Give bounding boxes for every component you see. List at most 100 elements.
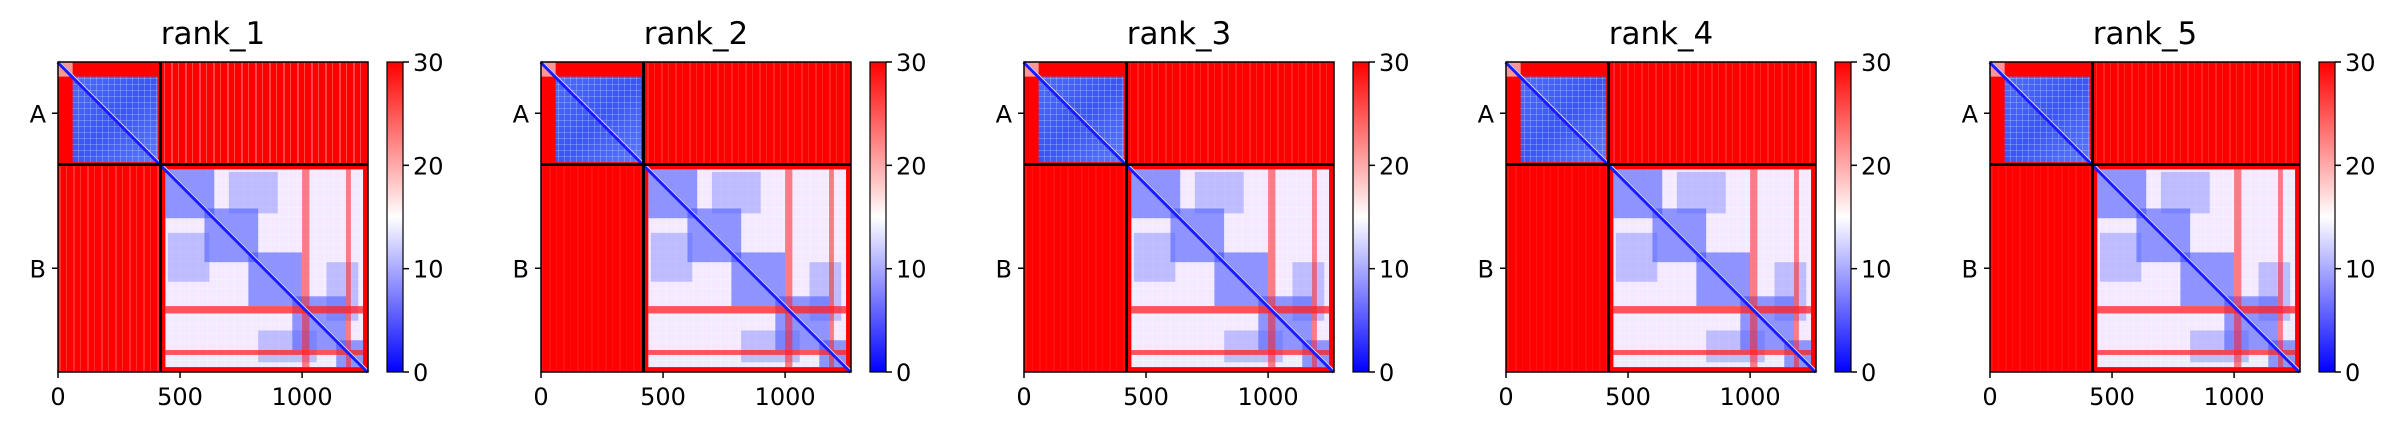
colorbar-tick-label: 0 <box>896 359 911 387</box>
chain-b-contact-1 <box>650 232 693 282</box>
panel-title: rank_3 <box>1127 16 1232 52</box>
colorbar-tick-label: 20 <box>1379 152 1410 180</box>
diagonal <box>1988 60 2302 374</box>
interchain-region-ba <box>1024 164 1127 372</box>
chain-label-A: A <box>996 100 1013 128</box>
x-tick-label: 500 <box>640 383 686 411</box>
diagonal <box>56 60 370 374</box>
chain-b-band-h-1 <box>1131 306 1330 314</box>
panel-title: rank_4 <box>1609 16 1714 52</box>
x-tick-label: 1000 <box>755 383 816 411</box>
x-tick-label: 0 <box>533 383 548 411</box>
colorbar-tick-label: 20 <box>2345 152 2376 180</box>
chain-b-contact-1 <box>167 232 210 282</box>
chain-b-contact-1 <box>1615 232 1658 282</box>
chain-b-terminal <box>1811 164 1816 372</box>
colorbar-gradient <box>869 61 887 373</box>
chain-label-A: A <box>1962 100 1979 128</box>
colorbar-tick-label: 0 <box>1861 359 1876 387</box>
interchain-region-ab <box>160 62 368 165</box>
colorbar-tick-label: 0 <box>1379 359 1394 387</box>
interchain-region-ba <box>1990 164 2093 372</box>
x-tick-label: 1000 <box>2204 383 2265 411</box>
colorbar-gradient <box>1352 61 1370 373</box>
chain-label-B: B <box>1962 255 1978 283</box>
interchain-region-ab <box>2092 62 2300 165</box>
x-tick-label: 500 <box>2089 383 2135 411</box>
panel-title: rank_5 <box>2093 16 2198 52</box>
axes-frame <box>540 61 852 373</box>
chain-label-B: B <box>30 255 46 283</box>
pae-heatmap <box>1988 60 2302 374</box>
panel-rank_3: rank_3 0 500 1000 A B 0 10 20 30 <box>996 16 1410 411</box>
colorbar: 0 10 20 30 <box>1834 49 1892 387</box>
colorbar-tick-label: 10 <box>2345 256 2376 284</box>
colorbar-tick-label: 20 <box>896 152 927 180</box>
diagonal-highlight <box>1506 60 1818 372</box>
colorbar-tick-label: 30 <box>1861 49 1892 77</box>
chain-b-band-v-2 <box>829 169 834 368</box>
chain-b-band-h-2 <box>165 350 364 355</box>
chain-b-band-v-2 <box>346 169 351 368</box>
axes-frame <box>1505 61 1817 373</box>
chain-b-band-v-1 <box>302 169 310 368</box>
panel-rank_1: rank_1 0 500 1000 A B 0 10 20 30 <box>30 16 444 411</box>
panel-rank_2: rank_2 0 500 1000 A B 0 10 20 30 <box>513 16 927 411</box>
x-tick-label: 0 <box>1498 383 1513 411</box>
axes-frame <box>57 61 369 373</box>
colorbar-tick-label: 10 <box>896 256 927 284</box>
chain-label-B: B <box>1478 255 1494 283</box>
chain-b-band-v-1 <box>1750 169 1758 368</box>
colorbar-gradient <box>386 61 404 373</box>
chain-label-B: B <box>996 255 1012 283</box>
axes-frame <box>1023 61 1335 373</box>
chain-label-B: B <box>513 255 529 283</box>
chain-b-band-v-2 <box>1312 169 1317 368</box>
colorbar-tick-label: 10 <box>413 256 444 284</box>
panel-rank_4: rank_4 0 500 1000 A B 0 10 20 30 <box>1478 16 1892 411</box>
diagonal-highlight <box>1990 60 2302 372</box>
chain-label-A: A <box>513 100 530 128</box>
colorbar-tick-label: 30 <box>2345 49 2376 77</box>
colorbar: 0 10 20 30 <box>869 49 927 387</box>
chain-b-contact-2 <box>1676 171 1726 214</box>
interchain-region-ba <box>58 164 161 372</box>
colorbar-tick-label: 0 <box>2345 359 2360 387</box>
chain-b-terminal <box>846 164 851 372</box>
colorbar-tick-label: 30 <box>896 49 927 77</box>
chain-label-A: A <box>30 100 47 128</box>
x-tick-label: 1000 <box>272 383 333 411</box>
diagonal-highlight <box>1024 60 1336 372</box>
colorbar-tick-label: 20 <box>413 152 444 180</box>
interchain-region-ab <box>1608 62 1816 165</box>
chain-b-band-v-1 <box>785 169 793 368</box>
chain-b-band-h-2 <box>1131 350 1330 355</box>
chain-b-band-h-1 <box>2097 306 2296 314</box>
colorbar: 0 10 20 30 <box>386 49 444 387</box>
x-tick-label: 1000 <box>1238 383 1299 411</box>
chain-b-terminal <box>2295 164 2300 372</box>
chain-b-terminal <box>1329 164 1334 372</box>
interchain-region-ba <box>541 164 644 372</box>
chain-b-band-v-2 <box>2278 169 2283 368</box>
chain-b-band-h-1 <box>648 306 847 314</box>
colorbar-tick-label: 30 <box>1379 49 1410 77</box>
pae-heatmap <box>56 60 370 374</box>
diagonal <box>1022 60 1336 374</box>
x-tick-label: 0 <box>1982 383 1997 411</box>
colorbar-tick-label: 30 <box>413 49 444 77</box>
x-tick-label: 500 <box>157 383 203 411</box>
axes-frame <box>1989 61 2301 373</box>
colorbar: 0 10 20 30 <box>2318 49 2376 387</box>
colorbar-gradient <box>2318 61 2336 373</box>
interchain-region-ba <box>1506 164 1609 372</box>
colorbar: 0 10 20 30 <box>1352 49 1410 387</box>
chain-b-band-h-1 <box>165 306 364 314</box>
pae-heatmap <box>539 60 853 374</box>
colorbar-tick-label: 10 <box>1861 256 1892 284</box>
colorbar-tick-label: 10 <box>1379 256 1410 284</box>
chain-b-contact-2 <box>1194 171 1244 214</box>
chain-b-contact-1 <box>2099 232 2142 282</box>
diagonal <box>1504 60 1818 374</box>
